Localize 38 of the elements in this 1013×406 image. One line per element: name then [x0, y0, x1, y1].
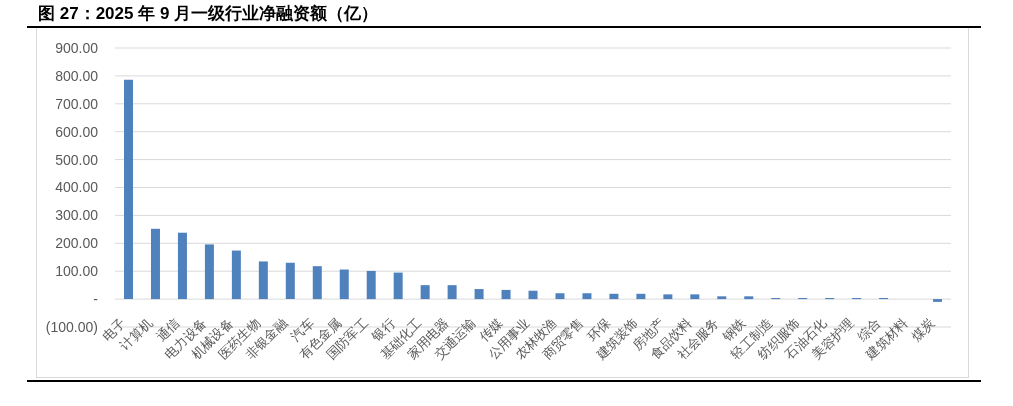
y-tick-label: 300.00	[55, 207, 99, 224]
bar	[717, 296, 727, 300]
bar	[420, 285, 430, 300]
bar	[528, 290, 538, 300]
bar	[339, 269, 349, 300]
bar	[312, 266, 322, 300]
y-tick-label: 200.00	[55, 235, 99, 252]
bar	[393, 272, 403, 300]
bar	[933, 299, 943, 302]
bar	[501, 289, 511, 300]
bar	[231, 250, 241, 300]
y-tick-label: 800.00	[55, 67, 99, 84]
y-tick-label: 400.00	[55, 179, 99, 196]
bar	[609, 293, 619, 300]
y-tick-label: (100.00)	[45, 318, 98, 335]
x-tick-label: 煤炭	[907, 314, 937, 344]
bar	[124, 79, 133, 300]
y-tick-label: 600.00	[55, 123, 99, 140]
bar	[150, 228, 160, 300]
bar	[258, 261, 268, 300]
y-tick-label: 500.00	[55, 151, 99, 168]
bar	[447, 285, 457, 300]
bar	[366, 270, 376, 300]
y-tick-label: 100.00	[55, 263, 99, 280]
bar	[555, 293, 565, 300]
bar	[744, 296, 754, 300]
bar	[690, 294, 700, 300]
chart-title: 图 27：2025 年 9 月一级行业净融资额（亿）	[38, 3, 379, 25]
y-tick-label: -	[93, 291, 99, 308]
bar	[636, 293, 646, 300]
bar	[663, 294, 673, 300]
bar	[474, 289, 484, 300]
bar	[285, 262, 295, 300]
y-tick-label: 900.00	[55, 39, 99, 56]
bar	[582, 293, 592, 300]
bar	[204, 244, 214, 300]
bar	[177, 232, 187, 300]
y-tick-label: 700.00	[55, 95, 99, 112]
